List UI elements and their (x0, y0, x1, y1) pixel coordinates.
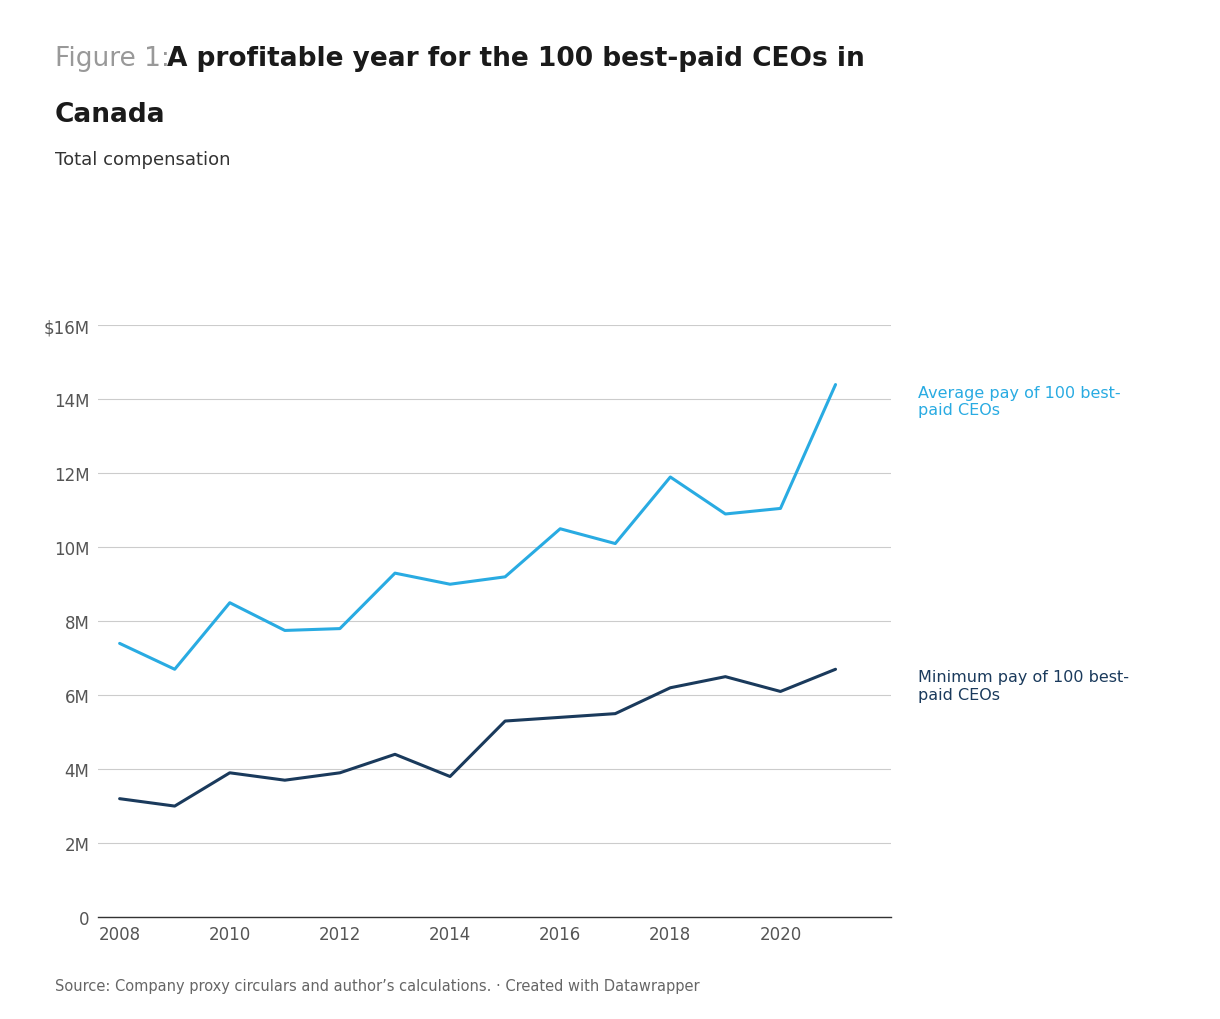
Text: Canada: Canada (55, 102, 166, 127)
Text: Figure 1:: Figure 1: (55, 46, 178, 71)
Text: Source: Company proxy circulars and author’s calculations. · Created with Datawr: Source: Company proxy circulars and auth… (55, 978, 699, 994)
Text: Total compensation: Total compensation (55, 151, 231, 169)
Text: Average pay of 100 best-
paid CEOs: Average pay of 100 best- paid CEOs (919, 385, 1121, 418)
Text: Minimum pay of 100 best-
paid CEOs: Minimum pay of 100 best- paid CEOs (919, 669, 1130, 702)
Text: A profitable year for the 100 best-paid CEOs in: A profitable year for the 100 best-paid … (167, 46, 865, 71)
